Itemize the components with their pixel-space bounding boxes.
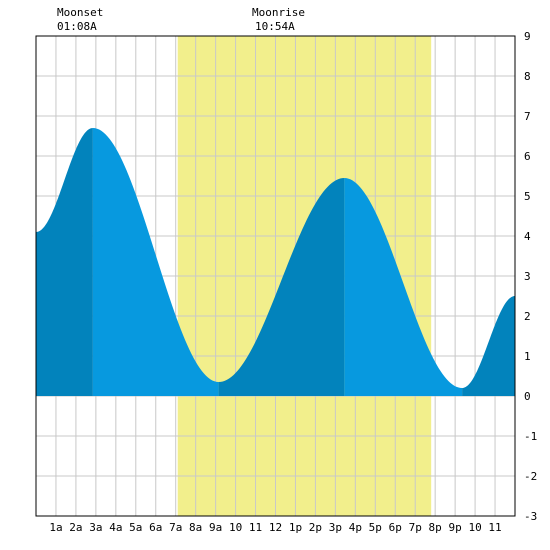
tide-area-rising <box>218 178 345 396</box>
x-tick-label: 5p <box>369 521 382 534</box>
x-tick-label: 4a <box>109 521 122 534</box>
y-tick-label: -1 <box>524 430 537 443</box>
y-tick-label: 7 <box>524 110 531 123</box>
moonrise-label: Moonrise <box>252 6 305 19</box>
x-tick-label: 4p <box>349 521 362 534</box>
tide-area-falling <box>92 128 219 396</box>
y-tick-label: 1 <box>524 350 531 363</box>
moonset-label: Moonset <box>57 6 103 19</box>
x-tick-label: 3a <box>89 521 102 534</box>
x-tick-label: 9a <box>209 521 222 534</box>
y-tick-label: -3 <box>524 510 537 523</box>
y-tick-label: 5 <box>524 190 531 203</box>
x-tick-label: 11 <box>249 521 262 534</box>
y-tick-label: 8 <box>524 70 531 83</box>
tide-area-falling <box>344 178 463 396</box>
x-tick-label: 9p <box>449 521 462 534</box>
x-tick-label: 10 <box>468 521 481 534</box>
x-tick-label: 11 <box>488 521 501 534</box>
y-tick-label: 9 <box>524 30 531 43</box>
x-tick-label: 10 <box>229 521 242 534</box>
moonset-time: 01:08A <box>57 20 97 33</box>
x-tick-label: 8p <box>429 521 442 534</box>
plot-border <box>35 35 516 517</box>
y-tick-label: 4 <box>524 230 531 243</box>
x-tick-label: 1p <box>289 521 302 534</box>
y-tick-label: -2 <box>524 470 537 483</box>
x-tick-label: 2p <box>309 521 322 534</box>
x-tick-label: 6a <box>149 521 162 534</box>
x-tick-label: 7a <box>169 521 182 534</box>
x-tick-label: 3p <box>329 521 342 534</box>
x-tick-label: 2a <box>69 521 82 534</box>
moonrise-time: 10:54A <box>255 20 295 33</box>
x-tick-label: 7p <box>409 521 422 534</box>
x-tick-label: 8a <box>189 521 202 534</box>
x-tick-label: 1a <box>49 521 62 534</box>
tide-area-rising <box>36 128 93 396</box>
y-tick-label: 3 <box>524 270 531 283</box>
y-tick-label: 6 <box>524 150 531 163</box>
tide-area-rising <box>462 296 515 396</box>
x-tick-label: 5a <box>129 521 142 534</box>
y-tick-label: 2 <box>524 310 531 323</box>
x-tick-label: 6p <box>389 521 402 534</box>
x-tick-label: 12 <box>269 521 282 534</box>
y-tick-label: 0 <box>524 390 531 403</box>
